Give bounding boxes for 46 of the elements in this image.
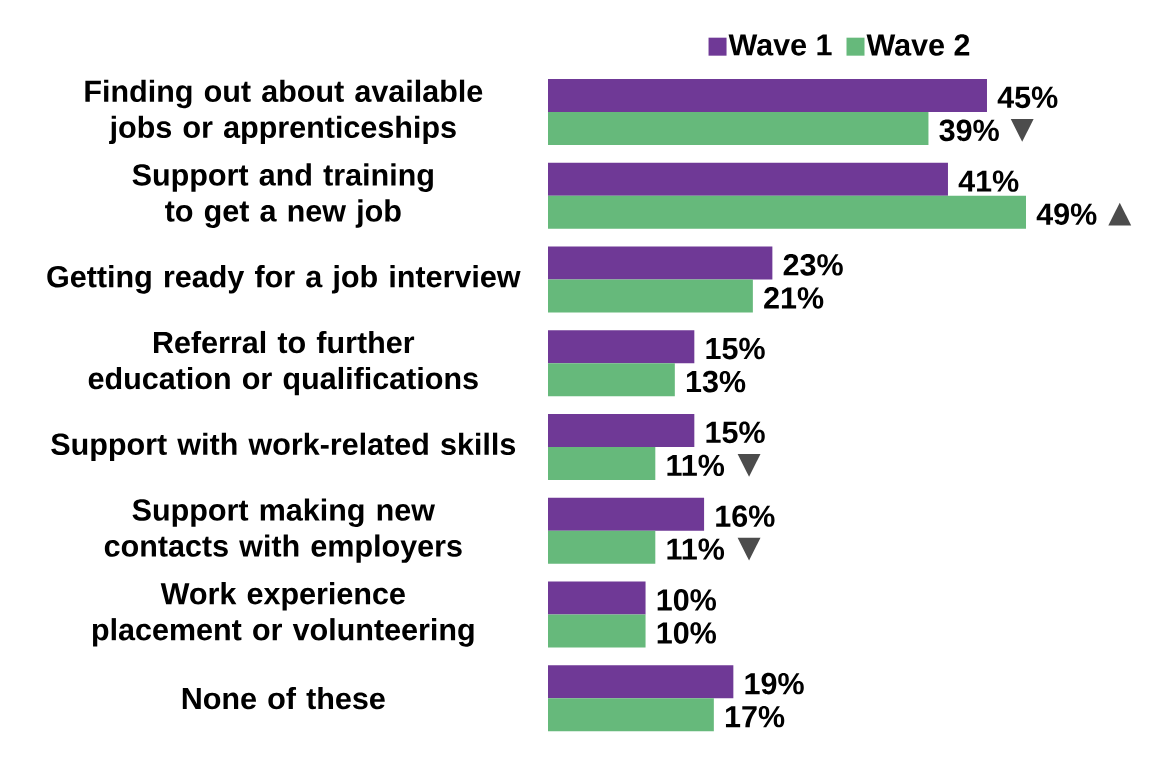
data-label: 21% (764, 287, 824, 309)
bar (548, 246, 773, 280)
bar (548, 162, 948, 196)
data-label: 23% (783, 254, 843, 276)
data-label: 41% (958, 170, 1019, 192)
bar (548, 330, 695, 364)
y-tick-label: None of these (182, 686, 385, 710)
data-label: 17% (725, 705, 785, 728)
data-label: 16% (716, 505, 775, 527)
y-tick-label: Support and training to get a new job (132, 163, 433, 228)
bar (548, 581, 646, 615)
annotation: ▼ (1010, 118, 1034, 142)
annotation: ▲ (1108, 202, 1132, 226)
data-label: 49% (1036, 203, 1097, 225)
data-label: 11% (667, 538, 725, 560)
bar (548, 530, 656, 564)
data-label: 10% (657, 589, 716, 611)
bar (548, 363, 675, 397)
data-label: 15% (706, 337, 765, 360)
legend-label: Wave 1 (728, 34, 832, 56)
legend-label: Wave 2 (866, 34, 970, 56)
bar (548, 279, 753, 313)
bar (548, 497, 705, 531)
y-tick-label: Getting ready for a job interview (47, 265, 521, 294)
annotation: ▼ (737, 537, 761, 561)
y-tick-label: Support with work-related skills (51, 432, 516, 462)
y-tick-label: Finding out about available jobs or apprenticeships (85, 79, 483, 145)
bar (548, 446, 656, 480)
data-label: 10% (657, 622, 716, 644)
data-label: 45% (997, 86, 1058, 109)
data-label: 11% (667, 454, 725, 477)
bar (548, 78, 987, 112)
bar (548, 413, 695, 447)
bar (548, 698, 714, 732)
y-tick-label: Referral to further education or qualifications (88, 330, 478, 396)
data-label: 39% (939, 119, 999, 142)
y-tick-label: Work experience placement or volunteering (92, 582, 474, 647)
annotation: ▼ (737, 453, 761, 477)
data-label: 13% (686, 370, 746, 393)
bar (548, 614, 646, 648)
bar (548, 195, 1027, 229)
data-label: 15% (706, 421, 765, 444)
bar (548, 665, 734, 699)
data-label: 19% (745, 672, 804, 695)
bar (548, 111, 929, 145)
y-tick-label: Support making new contacts with employers (104, 498, 462, 563)
